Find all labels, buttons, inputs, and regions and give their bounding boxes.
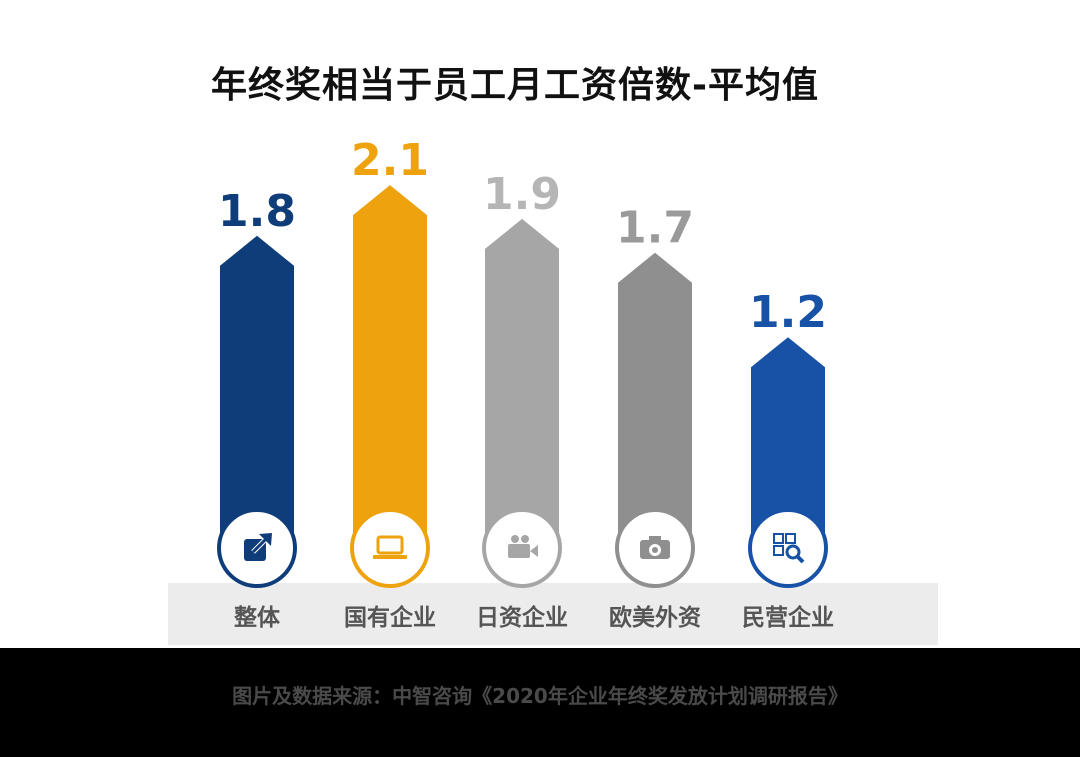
chart-title: 年终奖相当于员工月工资倍数-平均值 (211, 65, 819, 106)
bar-chart: 1.8 整体 2.1 国有企业 1.9 日资企业 1.7 欧美外资 1.2 民营企业 (217, 135, 834, 631)
value-label-1: 1.8 (218, 186, 296, 237)
video-camera-icon (482, 508, 562, 588)
category-label-3: 日资企业 (476, 604, 568, 631)
laptop-icon (350, 508, 430, 588)
share-arrow-icon (217, 508, 297, 588)
value-label-2: 2.1 (351, 135, 429, 186)
bar-5 (751, 337, 825, 540)
source-note: 图片及数据来源：中智咨询《2020年企业年终奖发放计划调研报告》 (232, 684, 848, 708)
bar-2 (353, 185, 427, 540)
category-label-1: 整体 (234, 604, 281, 631)
bar-3 (485, 218, 559, 540)
category-label-5: 民营企业 (742, 604, 834, 631)
footer-bar (0, 648, 1080, 757)
bar-4 (618, 252, 692, 540)
qr-search-icon (748, 508, 828, 588)
category-label-2: 国有企业 (344, 604, 436, 631)
camera-icon (615, 508, 695, 588)
category-label-4: 欧美外资 (609, 604, 701, 631)
bar-1 (220, 235, 294, 541)
value-label-4: 1.7 (616, 203, 694, 254)
category-band (168, 583, 938, 645)
value-label-5: 1.2 (749, 287, 827, 338)
value-label-3: 1.9 (483, 169, 561, 220)
